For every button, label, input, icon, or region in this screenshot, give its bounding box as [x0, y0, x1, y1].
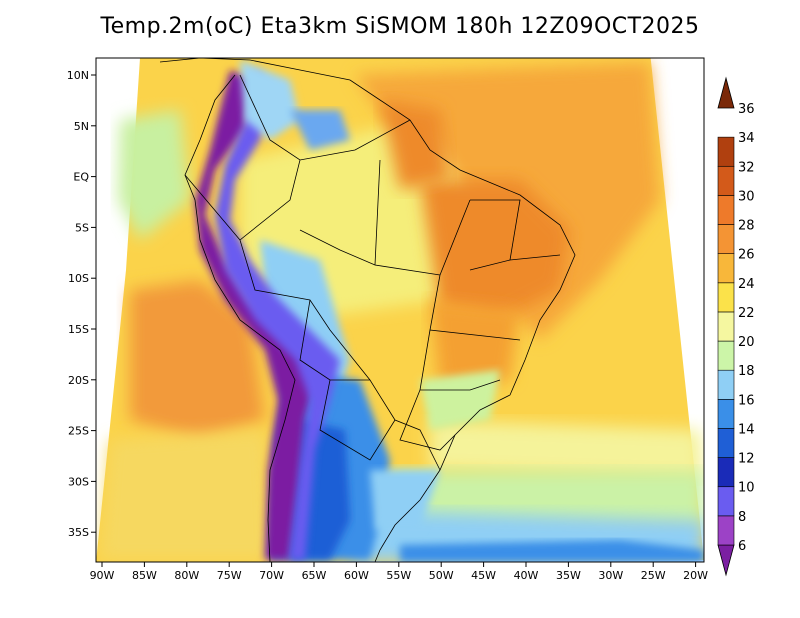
colorbar-label: 30: [738, 189, 755, 204]
pacific-east-cool: [118, 110, 190, 240]
northeast-hot: [420, 180, 570, 320]
central-brazil-warm: [430, 300, 520, 390]
colorbar-label: 28: [738, 219, 755, 234]
colorbar-label: 34: [738, 131, 755, 146]
colorbar-top-arrow: [717, 76, 735, 109]
colorbar-band: [717, 282, 735, 313]
colorbar-band: [717, 486, 735, 517]
colorbar-band: [717, 515, 735, 546]
colorbar-label: 26: [738, 248, 755, 263]
temperature-field: [96, 58, 704, 562]
colorbar-band: [717, 311, 735, 342]
lon-tick-label: 80W: [174, 569, 199, 582]
lat-tick-label: EQ: [73, 171, 89, 184]
lon-tick-label: 55W: [386, 569, 411, 582]
colorbar-label: 22: [738, 306, 755, 321]
lat-tick-label: 25S: [68, 425, 89, 438]
lat-tick-label: 30S: [68, 475, 89, 488]
colorbar-label: 8: [738, 510, 746, 525]
lon-tick-label: 20W: [683, 569, 708, 582]
andes-edge: [215, 70, 340, 560]
lon-tick-label: 75W: [217, 569, 242, 582]
colorbar-band: [717, 457, 735, 488]
colorbar-label: 14: [738, 422, 755, 437]
colorbar-band: [717, 340, 735, 371]
south-atlantic-yellow: [430, 420, 704, 480]
lon-tick-label: 70W: [259, 569, 284, 582]
lon-tick-label: 90W: [90, 569, 115, 582]
south-america-coastline: [159, 58, 576, 562]
brazil-state-borders: [299, 159, 561, 451]
colorbar-band: [717, 195, 735, 225]
colorbar-band: [717, 136, 735, 167]
lon-tick-label: 50W: [429, 569, 454, 582]
southeast-green: [420, 370, 500, 430]
lat-tick-label: 10N: [67, 69, 89, 82]
colombia-highland: [240, 60, 300, 140]
colorbar-label: 18: [738, 364, 755, 379]
pacific-south: [100, 430, 270, 560]
lon-tick-label: 25W: [641, 569, 666, 582]
lon-tick-label: 65W: [302, 569, 327, 582]
colorbar: 6 8 10 12 14 16 18 20 22 24 26 28 30 32 34 36: [717, 76, 755, 577]
lat-tick-label: 20S: [68, 374, 89, 387]
north-hot: [380, 100, 450, 190]
map-title: Temp.2m(oC) Eta3km SiSMOM 180h 12Z09OCT2…: [100, 14, 700, 39]
lat-tick-label: 35S: [68, 526, 89, 539]
lat-tick-label: 10S: [68, 272, 89, 285]
lon-tick-label: 45W: [471, 569, 496, 582]
lon-tick-label: 35W: [556, 569, 581, 582]
colorbar-band: [717, 253, 735, 284]
country-borders: [184, 74, 441, 471]
uruguay-cool: [370, 470, 440, 530]
colorbar-label: 12: [738, 452, 755, 467]
colorbar-label: 36: [738, 102, 755, 117]
colorbar-label: 20: [738, 335, 755, 350]
map-outlines: [159, 58, 576, 562]
colorbar-label: 6: [738, 539, 746, 554]
guiana-highland: [290, 110, 350, 150]
pacific-warm: [130, 280, 265, 440]
map-frame: [95, 57, 705, 563]
lon-tick-label: 40W: [514, 569, 539, 582]
colorbar-label: 32: [738, 160, 755, 175]
lon-tick-label: 85W: [132, 569, 157, 582]
colorbar-label: 10: [738, 481, 755, 496]
colorbar-band: [717, 165, 735, 196]
south-atlantic-blue: [400, 540, 704, 562]
colorbar-band: [717, 428, 735, 458]
colorbar-band: [717, 399, 735, 429]
latitude-axis: 10N 5N EQ 5S 10S 15S 20S 25S 30S 35S: [67, 69, 96, 539]
colorbar-bottom-arrow: [717, 544, 735, 577]
lat-tick-label: 5N: [74, 120, 89, 133]
lat-tick-label: 5S: [75, 221, 89, 234]
colorbar-band: [717, 224, 735, 254]
lat-tick-label: 15S: [68, 323, 89, 336]
colorbar-label: 16: [738, 393, 755, 408]
colorbar-label: 24: [738, 277, 755, 292]
lon-tick-label: 60W: [344, 569, 369, 582]
longitude-axis: 90W 85W 80W 75W 70W 65W 60W 55W 50W 45W 40W 35W 30W 2…: [90, 562, 708, 582]
colorbar-band: [717, 369, 735, 400]
lon-tick-label: 30W: [598, 569, 623, 582]
